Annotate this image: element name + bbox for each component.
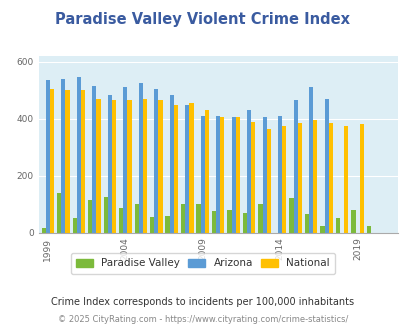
Bar	[366, 225, 370, 233]
Bar	[165, 215, 169, 233]
Bar	[173, 105, 178, 233]
Bar	[350, 210, 355, 233]
Bar	[185, 105, 189, 233]
Bar	[112, 100, 116, 233]
Bar	[281, 126, 286, 233]
Bar	[215, 116, 220, 233]
Bar	[247, 110, 251, 233]
Bar	[262, 117, 266, 233]
Bar	[324, 99, 328, 233]
Bar	[158, 100, 162, 233]
Bar	[154, 89, 158, 233]
Bar	[196, 204, 200, 233]
Bar	[304, 214, 308, 233]
Bar	[61, 79, 65, 233]
Bar	[335, 218, 339, 233]
Bar	[169, 94, 173, 233]
Bar	[297, 123, 301, 233]
Bar	[328, 123, 332, 233]
Bar	[258, 204, 262, 233]
Bar	[359, 124, 363, 233]
Bar	[119, 209, 123, 233]
Bar	[88, 200, 92, 233]
Bar	[143, 99, 147, 233]
Bar	[123, 87, 127, 233]
Bar	[46, 80, 50, 233]
Bar	[41, 228, 46, 233]
Bar	[220, 117, 224, 233]
Bar	[65, 90, 69, 233]
Bar	[211, 211, 215, 233]
Bar	[149, 217, 154, 233]
Bar	[72, 218, 77, 233]
Text: © 2025 CityRating.com - https://www.cityrating.com/crime-statistics/: © 2025 CityRating.com - https://www.city…	[58, 315, 347, 324]
Bar	[200, 116, 205, 233]
Bar	[92, 86, 96, 233]
Bar	[251, 121, 255, 233]
Bar	[227, 210, 231, 233]
Bar	[293, 100, 297, 233]
Bar	[205, 110, 209, 233]
Bar	[313, 120, 317, 233]
Bar	[189, 103, 193, 233]
Text: Crime Index corresponds to incidents per 100,000 inhabitants: Crime Index corresponds to incidents per…	[51, 297, 354, 307]
Bar	[343, 126, 347, 233]
Bar	[289, 198, 293, 233]
Bar	[50, 89, 54, 233]
Bar	[127, 100, 131, 233]
Bar	[308, 87, 313, 233]
Legend: Paradise Valley, Arizona, National: Paradise Valley, Arizona, National	[71, 253, 334, 274]
Bar	[103, 197, 107, 233]
Bar	[81, 90, 85, 233]
Bar	[235, 117, 239, 233]
Text: Paradise Valley Violent Crime Index: Paradise Valley Violent Crime Index	[55, 12, 350, 26]
Bar	[266, 129, 270, 233]
Bar	[139, 83, 143, 233]
Bar	[77, 78, 81, 233]
Bar	[181, 204, 185, 233]
Bar	[107, 94, 112, 233]
Bar	[242, 213, 247, 233]
Bar	[277, 116, 281, 233]
Bar	[134, 204, 139, 233]
Bar	[231, 117, 235, 233]
Bar	[96, 99, 100, 233]
Bar	[57, 193, 61, 233]
Bar	[320, 225, 324, 233]
